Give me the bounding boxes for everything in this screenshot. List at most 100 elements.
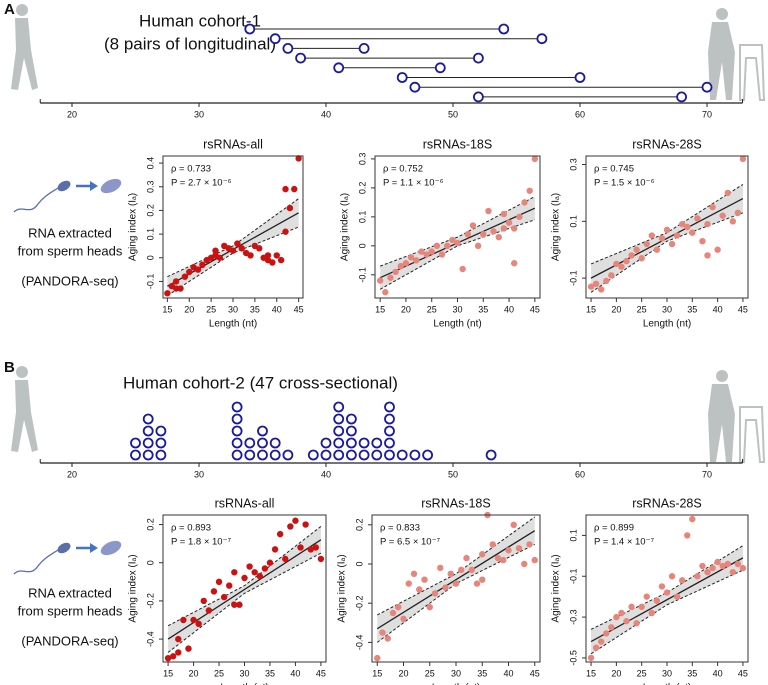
data-point	[479, 551, 486, 558]
ci-lower	[590, 569, 744, 655]
data-point	[473, 580, 481, 587]
x-tick-label: 25	[637, 668, 647, 678]
chart-title: rsRNAs-28S	[632, 496, 701, 510]
subject-dot	[231, 401, 243, 413]
x-tick-label: 45	[316, 668, 326, 678]
chart-title: rsRNAs-28S	[632, 137, 701, 151]
p-annotation: P = 1.1 × 10⁻⁶	[383, 178, 444, 189]
y-axis-label: Aging index (Iₐ)	[128, 193, 139, 261]
x-tick-label: 40	[290, 668, 300, 678]
data-point	[181, 273, 189, 280]
data-point	[463, 554, 470, 562]
data-point	[623, 617, 630, 625]
y-tick-label: 0.1	[145, 228, 155, 241]
data-point	[405, 580, 412, 587]
data-point	[169, 653, 177, 660]
x-tick-label: 30	[194, 109, 204, 119]
y-axis-label: Aging index (Iₐ)	[551, 554, 562, 622]
data-point	[495, 233, 502, 241]
x-tick-label: 30	[662, 668, 672, 678]
x-tick-label: 40	[503, 668, 513, 678]
x-tick-label: 50	[448, 469, 458, 479]
data-point	[689, 229, 696, 236]
subject-dot	[142, 413, 154, 425]
ci-lower	[590, 212, 744, 293]
chart-title: rsRNAs-18S	[423, 137, 492, 151]
plot-frame	[585, 155, 749, 299]
subject-dot	[371, 449, 383, 461]
x-tick-label: 45	[294, 304, 304, 314]
data-point	[215, 578, 223, 586]
data-point	[526, 541, 533, 548]
data-point	[505, 219, 513, 226]
data-point	[516, 213, 523, 221]
elderly-person-icon	[708, 8, 766, 101]
p-annotation: P = 1.5 × 10⁻⁶	[594, 178, 655, 189]
x-tick-label: 20	[401, 304, 411, 314]
data-point	[734, 560, 742, 568]
y-tick-label: -0.4	[145, 631, 155, 647]
elderly-person-icon	[707, 369, 765, 463]
data-point	[400, 615, 407, 623]
x-tick-label: 45	[530, 304, 540, 314]
data-point	[704, 568, 711, 576]
subject-dot	[409, 449, 421, 461]
data-point	[266, 559, 274, 566]
rho-annotation: ρ = 0.752	[383, 164, 423, 175]
subject-dot	[231, 437, 243, 449]
subject-dot	[257, 437, 268, 449]
x-tick-label: 50	[448, 109, 458, 119]
data-point	[395, 603, 402, 611]
x-tick-label: 15	[162, 304, 172, 314]
x-tick-label: 40	[321, 109, 331, 119]
data-point	[428, 248, 435, 255]
ci-upper	[167, 526, 322, 627]
subject-dot	[257, 425, 268, 437]
data-point	[729, 218, 737, 225]
data-point	[312, 544, 320, 551]
ci-upper	[590, 183, 744, 265]
data-point	[195, 620, 202, 628]
ci-upper	[167, 198, 299, 278]
data-point	[402, 260, 410, 267]
subject-dot	[345, 425, 357, 437]
x-tick-label: 20	[67, 109, 77, 119]
data-point	[459, 265, 466, 273]
data-point	[271, 546, 279, 553]
x-tick-label: 15	[375, 304, 385, 314]
data-point	[286, 204, 294, 212]
x-tick-label: 30	[662, 304, 672, 314]
data-point	[704, 220, 711, 228]
data-point	[500, 210, 508, 218]
subject-dot	[333, 425, 345, 437]
data-point	[458, 566, 465, 574]
data-point	[431, 590, 439, 597]
data-point	[392, 268, 399, 276]
x-tick-label: 20	[67, 469, 77, 479]
y-tick-label: -0.5	[568, 650, 578, 666]
fit-line	[590, 557, 744, 643]
data-point	[210, 588, 218, 595]
y-tick-label: 0.2	[357, 182, 367, 195]
start-point	[244, 23, 256, 35]
data-point	[282, 185, 289, 193]
x-tick-label: 40	[713, 304, 723, 314]
fit-line	[590, 198, 744, 279]
chart-title: rsRNAs-18S	[421, 496, 490, 510]
data-point	[592, 644, 600, 651]
x-axis-label: Length (nt)	[209, 319, 257, 330]
data-point	[282, 555, 289, 563]
method-text: RNA extracted	[28, 225, 112, 240]
cohort-title: Human cohort-2 (47 cross-sectional)	[123, 373, 398, 392]
p-annotation: P = 1.8 × 10⁻⁷	[171, 537, 232, 548]
data-point	[231, 601, 238, 608]
data-point	[739, 155, 747, 163]
data-point	[480, 231, 487, 238]
subject-dot	[142, 425, 154, 437]
sperm-icon	[12, 536, 125, 576]
data-point	[628, 252, 635, 259]
data-point	[658, 235, 666, 242]
data-point	[287, 523, 294, 530]
plot-frame	[374, 155, 541, 299]
data-point	[180, 616, 187, 624]
